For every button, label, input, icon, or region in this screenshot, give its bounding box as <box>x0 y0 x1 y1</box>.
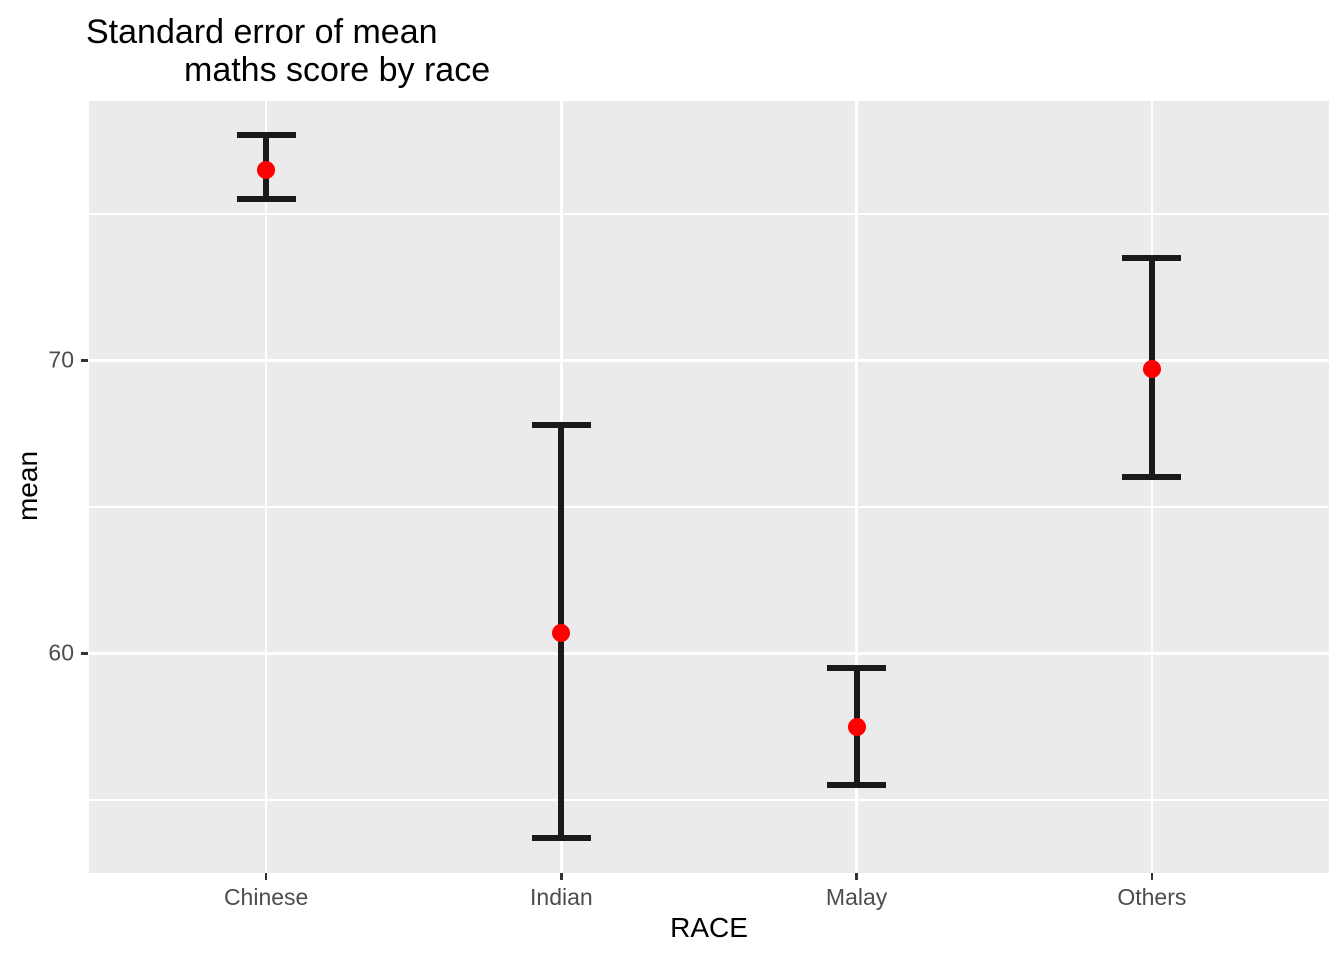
errorbar-cap-bottom-others <box>1122 474 1182 481</box>
errorbar-cap-top-indian <box>531 421 591 428</box>
gridline-major-y <box>89 652 1329 655</box>
gridline-major-x <box>1150 101 1154 873</box>
plot-panel <box>89 101 1329 873</box>
mean-point-chinese <box>257 160 276 179</box>
x-axis-title: RACE <box>670 912 748 943</box>
errorbar-cap-top-malay <box>827 664 887 671</box>
y-tick-mark <box>81 359 88 362</box>
mean-point-malay <box>847 717 866 736</box>
chart-title-line-1: Standard error of mean <box>86 13 438 51</box>
gridline-minor-y <box>89 506 1329 508</box>
gridline-major-x <box>855 101 858 873</box>
x-tick-label: Indian <box>530 884 593 910</box>
gridline-minor-y <box>89 213 1329 215</box>
gridline-major-x <box>264 101 268 873</box>
x-tick-mark <box>264 873 268 880</box>
mean-point-others <box>1142 360 1161 379</box>
gridline-minor-y <box>89 799 1329 801</box>
x-tick-mark <box>855 873 858 880</box>
x-tick-mark <box>560 873 563 880</box>
y-tick-label: 70 <box>48 346 74 373</box>
errorbar-cap-bottom-chinese <box>236 196 296 203</box>
errorbar-cap-top-chinese <box>236 131 296 138</box>
x-tick-label: Chinese <box>223 884 309 910</box>
errorbar-cap-bottom-malay <box>827 782 887 789</box>
y-axis-title: mean <box>12 450 43 522</box>
x-tick-label: Others <box>1117 884 1187 910</box>
y-tick-label: 60 <box>48 639 74 666</box>
y-tick-mark <box>81 652 88 655</box>
errorbar-cap-top-others <box>1122 254 1182 261</box>
errorbar-cap-bottom-indian <box>531 834 591 841</box>
x-tick-label: Malay <box>825 884 888 910</box>
mean-point-indian <box>552 623 571 642</box>
x-tick-mark <box>1150 873 1154 880</box>
chart-title-line-2: maths score by race <box>184 51 491 89</box>
gridline-major-y <box>89 359 1329 362</box>
